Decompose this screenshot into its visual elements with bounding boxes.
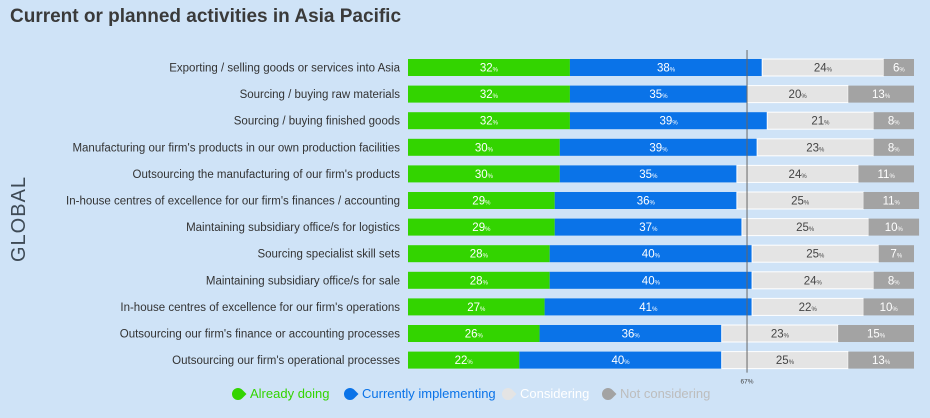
legend-label-already-doing: Already doing — [250, 386, 330, 401]
category-label: Exporting / selling goods or services in… — [169, 63, 400, 75]
category-label: In-house centres of excellence for our f… — [120, 302, 400, 314]
category-label: Sourcing / buying raw materials — [240, 89, 401, 101]
bar-segment-not-considering — [873, 271, 914, 289]
bar-segment-not-considering — [848, 85, 914, 103]
bar-segment-currently-implementing — [559, 165, 737, 183]
bar-segment-currently-implementing — [544, 298, 753, 316]
category-label: Maintaining subsidiary office/s for logi… — [186, 222, 400, 234]
bar-row: Sourcing / buying raw materials 32% 35% 20%… — [240, 85, 914, 104]
bar-segment-currently-implementing — [569, 85, 748, 103]
bar-segment-not-considering — [873, 138, 914, 156]
category-label: Outsourcing our firm's finance or accoun… — [120, 329, 400, 341]
bar-segment-not-considering — [873, 112, 914, 130]
bar-segment-currently-implementing — [554, 218, 742, 236]
bar-segment-already-doing — [408, 192, 555, 209]
legend: Already doing Currently implementing Con… — [0, 385, 930, 406]
bar-row: Exporting / selling goods or services in… — [169, 58, 914, 77]
category-label: Manufacturing our firm's products in our… — [72, 142, 400, 154]
bar-segment-currently-implementing — [539, 325, 722, 342]
bar-segment-already-doing — [408, 165, 560, 183]
bar-segment-currently-implementing — [554, 192, 737, 209]
bar-segment-not-considering — [868, 218, 920, 236]
legend-item-not-considering: Not considering — [599, 385, 711, 402]
bar-segment-not-considering — [863, 298, 914, 316]
legend-item-considering: Considering — [499, 385, 590, 402]
bar-segment-already-doing — [408, 85, 570, 103]
bar-segment-not-considering — [883, 59, 914, 76]
bar-segment-not-considering — [858, 165, 914, 183]
bar-row: Manufacturing our firm's products in our… — [72, 138, 914, 157]
reference-line-label: 67% — [741, 379, 754, 386]
category-label: Sourcing / buying finished goods — [234, 116, 400, 128]
bar-row: Sourcing specialist skill sets 28% 40% 25% 7… — [257, 244, 914, 263]
bar-segment-already-doing — [408, 112, 570, 130]
category-label: Outsourcing our firm's operational proce… — [172, 355, 400, 367]
category-label: In-house centres of excellence for our f… — [66, 196, 400, 208]
category-label: Outsourcing the manufacturing of our fir… — [133, 169, 401, 181]
bar-segment-already-doing — [408, 138, 560, 156]
bar-segment-already-doing — [408, 325, 540, 342]
legend-item-already-doing: Already doing — [229, 385, 330, 402]
bar-row: In-house centres of excellence for our f… — [66, 191, 920, 210]
bar-row: Maintaining subsidiary office/s for logi… — [186, 218, 920, 237]
chart-title: Current or planned activities in Asia Pa… — [10, 6, 402, 27]
bar-segment-not-considering — [838, 325, 914, 342]
bar-row: Outsourcing our firm's operational proce… — [172, 351, 914, 370]
legend-swatch-not-considering — [599, 385, 617, 402]
bar-segment-not-considering — [848, 351, 914, 369]
bar-segment-currently-implementing — [569, 112, 768, 130]
bar-segment-currently-implementing — [559, 138, 758, 156]
bar-row: Outsourcing our firm's finance or accoun… — [120, 324, 914, 343]
bar-segment-not-considering — [863, 192, 920, 209]
bar-segment-currently-implementing — [549, 245, 753, 263]
bar-segment-already-doing — [408, 271, 550, 289]
bar-segment-already-doing — [408, 59, 570, 76]
legend-swatch-already-doing — [229, 385, 247, 402]
legend-label-currently-implementing: Currently implementing — [362, 386, 496, 401]
bar-row: In-house centres of excellence for our f… — [120, 297, 914, 316]
bar-segment-currently-implementing — [519, 351, 722, 369]
category-label: Maintaining subsidiary office/s for sale — [206, 275, 400, 287]
bar-segment-already-doing — [408, 351, 520, 369]
legend-swatch-considering — [499, 385, 517, 402]
category-label: Sourcing specialist skill sets — [257, 249, 400, 261]
bar-row: Sourcing / buying finished goods 32% 39% 21… — [234, 111, 914, 130]
bar-segment-currently-implementing — [569, 59, 763, 76]
legend-label-not-considering: Not considering — [620, 386, 711, 401]
legend-label-considering: Considering — [520, 386, 590, 401]
bar-segment-already-doing — [408, 298, 545, 316]
bar-segment-already-doing — [408, 245, 550, 263]
bar-segment-not-considering — [878, 245, 914, 263]
bar-row: Maintaining subsidiary office/s for sale… — [206, 271, 914, 290]
bar-row: Outsourcing the manufacturing of our fir… — [133, 164, 914, 183]
legend-item-currently-implementing: Currently implementing — [341, 385, 496, 402]
bar-segment-currently-implementing — [549, 271, 753, 289]
bar-segment-already-doing — [408, 218, 555, 236]
legend-swatch-currently-implementing — [341, 385, 359, 402]
